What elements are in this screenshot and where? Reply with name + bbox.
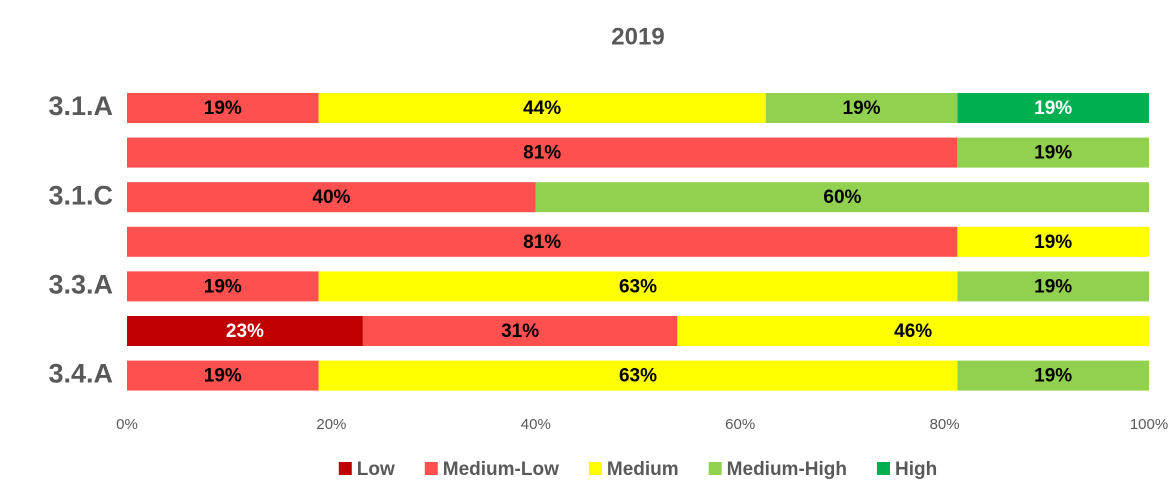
chart-title: 2019 — [611, 23, 664, 50]
bar-segment — [957, 93, 1149, 123]
data-label: 40% — [312, 187, 350, 208]
legend-swatch — [588, 462, 602, 475]
bar-segment — [127, 360, 319, 391]
bar-segment — [677, 316, 1149, 346]
data-label: 46% — [894, 321, 932, 342]
x-tick-label: 20% — [316, 416, 346, 433]
data-label: 19% — [1034, 143, 1072, 164]
data-label: 23% — [226, 321, 264, 342]
bar-segment — [535, 182, 1149, 213]
data-label: 63% — [619, 366, 657, 387]
bar-segment — [957, 271, 1149, 302]
bar-segment — [318, 271, 958, 302]
data-label: 19% — [1034, 276, 1072, 297]
y-tick-label: 3.4.A — [48, 359, 113, 389]
bar-segment — [957, 226, 1149, 257]
data-label: 19% — [1034, 232, 1072, 253]
data-label: 63% — [619, 276, 657, 297]
data-label: 19% — [843, 98, 881, 119]
y-tick-label: 3.1.A — [48, 91, 113, 121]
bar-segment — [957, 360, 1149, 391]
legend-swatch — [877, 462, 890, 475]
x-tick-label: 100% — [1130, 416, 1168, 433]
x-tick-label: 80% — [930, 416, 960, 433]
data-label: 81% — [523, 232, 561, 253]
data-label: 19% — [204, 276, 242, 297]
bar-segment — [127, 182, 536, 213]
data-label: 60% — [823, 187, 861, 208]
legend-label: Medium-High — [727, 459, 847, 480]
bar-segment — [318, 93, 766, 123]
data-label: 19% — [204, 366, 242, 387]
bar-segment — [127, 316, 363, 346]
bar-segment — [957, 137, 1149, 168]
bar-segment — [127, 93, 319, 123]
y-tick-label: 3.1.C — [48, 180, 113, 210]
legend-swatch — [424, 462, 438, 475]
bar-segment — [127, 226, 958, 257]
legend-label: Low — [357, 459, 395, 480]
data-label: 19% — [204, 98, 242, 119]
data-label: 44% — [523, 98, 561, 119]
x-tick-label: 40% — [521, 416, 551, 433]
x-tick-label: 60% — [725, 416, 755, 433]
bar-segment — [127, 137, 958, 168]
legend-swatch — [338, 462, 352, 475]
data-label: 19% — [1034, 366, 1072, 387]
data-label: 81% — [523, 143, 561, 164]
bar-segment — [362, 316, 678, 346]
legend-label: Medium-Low — [443, 459, 559, 480]
legend-swatch — [708, 462, 722, 475]
bar-segment — [127, 271, 319, 302]
x-tick-label: 0% — [116, 416, 138, 433]
data-label: 19% — [1034, 98, 1072, 119]
legend-label: Medium — [607, 459, 679, 480]
y-tick-label: 3.3.A — [48, 270, 113, 300]
legend-label: High — [895, 459, 937, 480]
data-label: 31% — [501, 321, 539, 342]
bar-segment — [318, 360, 958, 391]
bar-segment — [765, 93, 958, 123]
